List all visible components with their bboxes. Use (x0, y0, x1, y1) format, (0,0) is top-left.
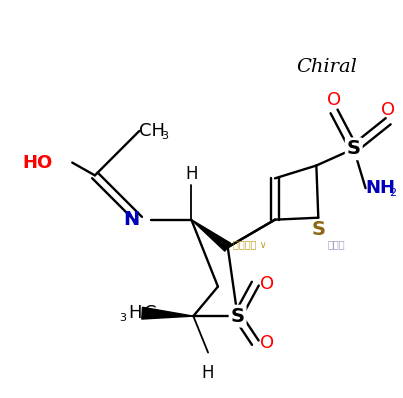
Text: 产品目: 产品目 (327, 239, 345, 249)
Text: S: S (231, 306, 245, 326)
Text: O: O (260, 334, 274, 352)
Text: NH: NH (366, 179, 396, 197)
Text: N: N (123, 210, 139, 229)
Text: Chiral: Chiral (296, 58, 357, 76)
Text: H: H (202, 364, 214, 382)
Text: S: S (347, 139, 361, 158)
Text: 3: 3 (161, 131, 168, 141)
Text: HO: HO (22, 154, 52, 172)
Text: 2: 2 (389, 188, 396, 198)
Text: H: H (129, 304, 142, 322)
Polygon shape (191, 220, 231, 251)
Text: H: H (185, 165, 197, 183)
Text: S: S (311, 220, 325, 239)
Text: C: C (144, 304, 157, 322)
Polygon shape (142, 307, 193, 319)
Text: O: O (327, 92, 341, 109)
Text: O: O (381, 101, 395, 119)
Text: O: O (260, 275, 274, 293)
Text: 3: 3 (119, 313, 127, 323)
Text: 注册资金 ∨: 注册资金 ∨ (233, 239, 266, 249)
Text: CH: CH (139, 122, 165, 140)
